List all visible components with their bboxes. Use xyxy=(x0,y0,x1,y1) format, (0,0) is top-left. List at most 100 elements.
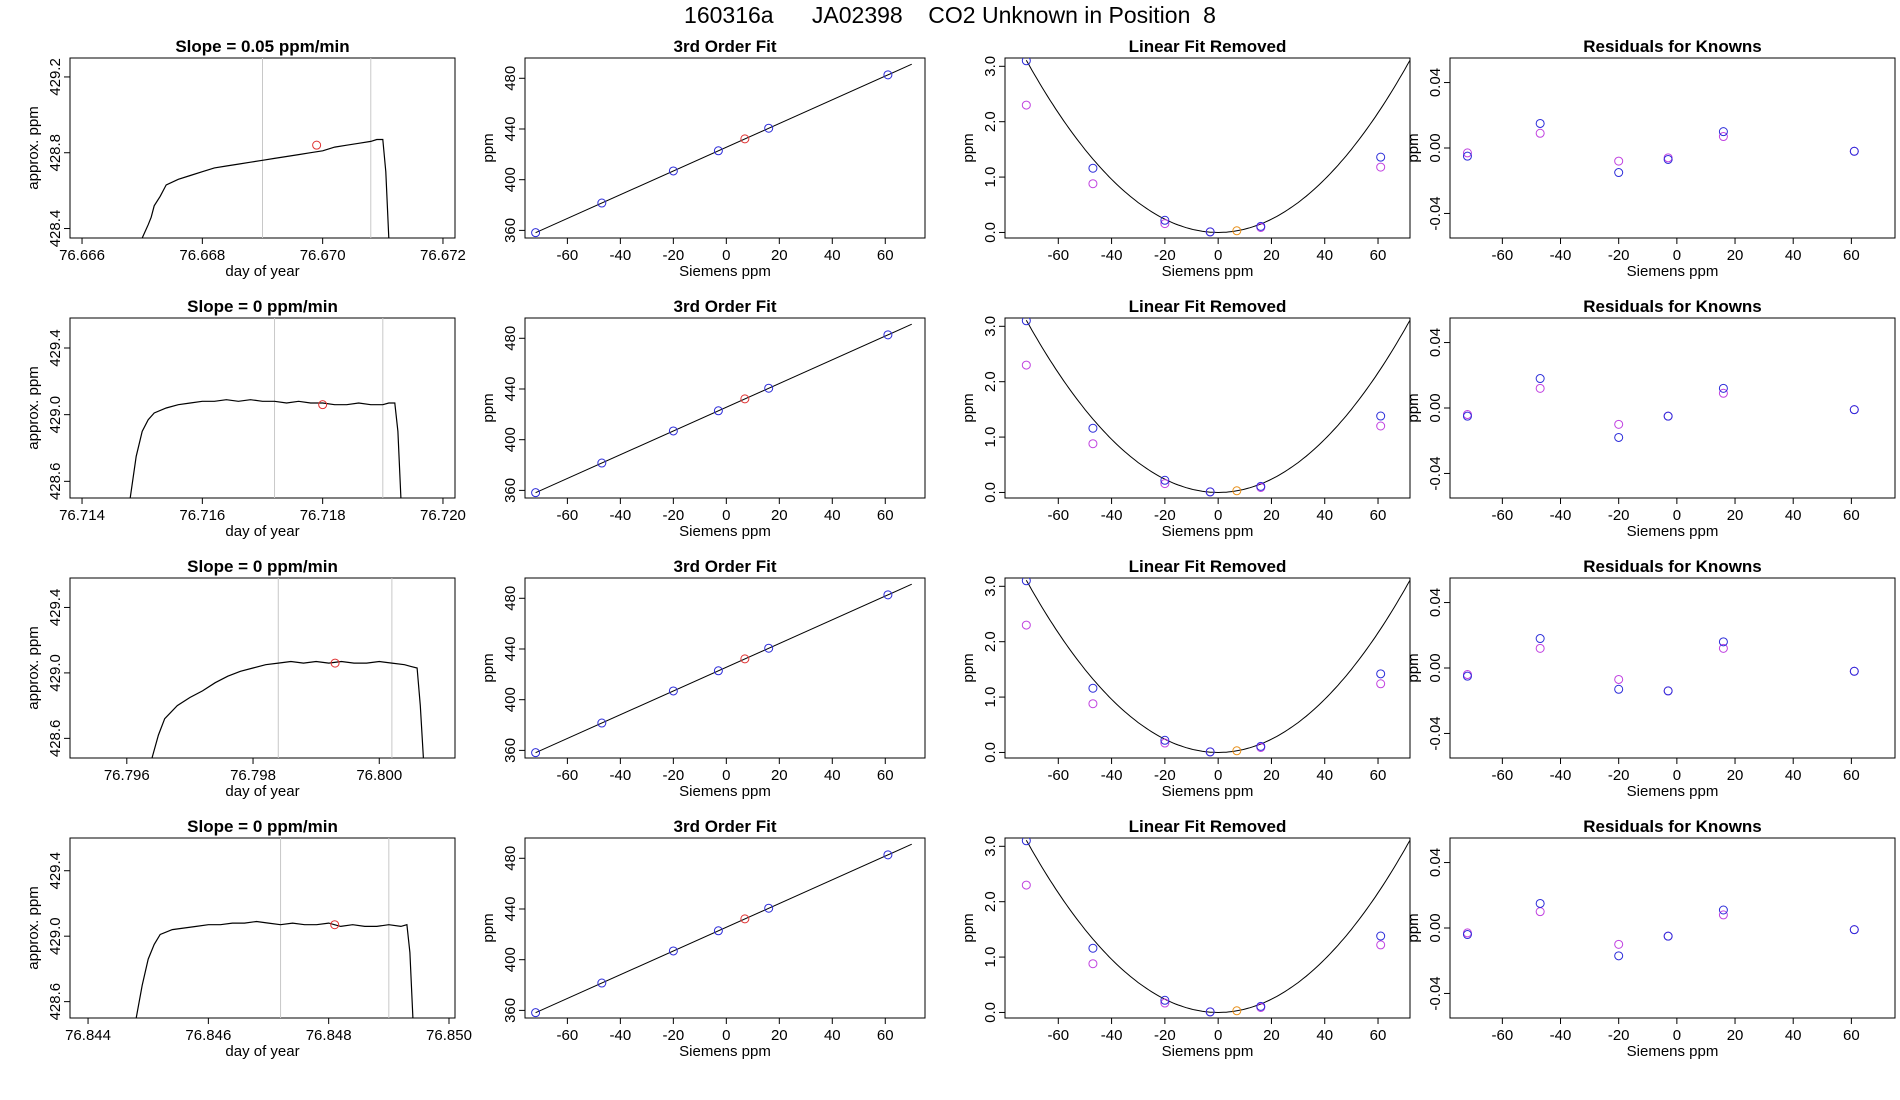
x-tick-label: 20 xyxy=(771,1027,788,1044)
x-tick-label: 0 xyxy=(1673,507,1681,524)
residual-point xyxy=(1718,637,1728,647)
panel-trace: Slope = 0 ppm/min 76.844 76.846 76.848 76.85… xyxy=(25,817,472,1060)
panel-linear: Linear Fit Removed -60 -40 -20 0 20 40 60 0.0 1.0… xyxy=(960,817,1411,1060)
plot-frame xyxy=(524,577,926,759)
fit-line xyxy=(535,843,912,1014)
x-axis-label: Siemens ppm xyxy=(1162,523,1254,540)
y-axis-label: ppm xyxy=(1405,133,1422,162)
known-point-alt xyxy=(1088,439,1098,449)
x-tick-label: 20 xyxy=(1263,1027,1280,1044)
y-axis-label: ppm xyxy=(1405,393,1422,422)
residual-point-alt xyxy=(1535,128,1545,138)
mean-marker xyxy=(318,400,328,410)
y-axis-label: approx. ppm xyxy=(25,626,42,709)
plot-frame xyxy=(524,317,926,499)
plot-frame xyxy=(1449,57,1896,239)
x-tick-label: -20 xyxy=(663,507,685,524)
panel-title: 3rd Order Fit xyxy=(674,557,777,576)
x-tick-label: 60 xyxy=(1370,767,1387,784)
x-tick-label: 0 xyxy=(722,507,730,524)
x-tick-label: 76.672 xyxy=(420,247,466,264)
y-tick-label: 2.0 xyxy=(982,371,999,392)
known-point xyxy=(1205,1007,1215,1017)
plot-marks xyxy=(151,578,424,758)
known-point xyxy=(1160,475,1170,485)
panel-trace: Slope = 0 ppm/min 76.714 76.716 76.718 76.72… xyxy=(25,297,466,540)
plot-marks xyxy=(1462,898,1859,961)
x-tick-label: 60 xyxy=(1843,507,1860,524)
panel-title: Linear Fit Removed xyxy=(1129,297,1287,316)
concentration-trace xyxy=(151,660,424,758)
x-tick-label: 76.720 xyxy=(420,507,466,524)
fit-line xyxy=(535,323,912,494)
residual-point xyxy=(1462,671,1472,681)
plot-marks xyxy=(531,583,912,758)
x-tick-label: 76.800 xyxy=(356,767,402,784)
x-tick-label: 40 xyxy=(824,767,841,784)
x-axis-label: day of year xyxy=(225,263,299,280)
known-point xyxy=(1088,943,1098,953)
known-point xyxy=(1205,487,1215,497)
residual-point-alt xyxy=(1718,643,1728,653)
panel-title: Residuals for Knowns xyxy=(1583,297,1762,316)
x-tick-label: -40 xyxy=(610,247,632,264)
x-tick-label: -40 xyxy=(610,767,632,784)
y-tick-label: 480 xyxy=(502,846,519,871)
y-tick-label: 428.8 xyxy=(47,134,64,172)
panel-fit: 3rd Order Fit -60 -40 -20 0 20 40 60 360 400 440 48… xyxy=(480,297,926,540)
plot-frame xyxy=(524,837,926,1019)
x-tick-label: 20 xyxy=(1263,247,1280,264)
y-axis-label: approx. ppm xyxy=(25,366,42,449)
y-tick-label: 0.00 xyxy=(1427,653,1444,682)
x-tick-label: 0 xyxy=(1214,1027,1222,1044)
y-tick-label: 429.4 xyxy=(47,852,64,890)
y-tick-label: 1.0 xyxy=(982,427,999,448)
x-tick-label: -60 xyxy=(557,767,579,784)
x-tick-label: 0 xyxy=(1214,767,1222,784)
x-tick-label: -20 xyxy=(1154,507,1176,524)
plot-marks xyxy=(1462,634,1859,696)
plot-frame xyxy=(1449,577,1896,759)
known-point xyxy=(713,406,723,416)
y-tick-label: 428.4 xyxy=(47,210,64,248)
known-point xyxy=(1088,683,1098,693)
y-tick-label: 0.04 xyxy=(1427,328,1444,357)
y-tick-label: -0.04 xyxy=(1427,716,1444,750)
y-tick-label: 429.4 xyxy=(47,589,64,627)
known-point xyxy=(1205,747,1215,757)
y-tick-label: 440 xyxy=(502,896,519,921)
known-point-alt xyxy=(1160,998,1170,1008)
x-tick-label: 20 xyxy=(1263,767,1280,784)
y-tick-label: 1.0 xyxy=(982,687,999,708)
x-tick-label: 76.796 xyxy=(104,767,150,784)
y-tick-label: 440 xyxy=(502,116,519,141)
x-tick-label: 40 xyxy=(824,1027,841,1044)
known-point xyxy=(1256,221,1266,231)
x-tick-label: -40 xyxy=(1101,767,1123,784)
residual-point-alt xyxy=(1535,907,1545,917)
fit-line xyxy=(535,583,912,754)
panel-residuals: Residuals for Knowns -60 -40 -20 0 20 40 60 -0.0… xyxy=(1405,37,1896,280)
x-tick-label: 0 xyxy=(1673,1027,1681,1044)
panel-title: Residuals for Knowns xyxy=(1583,37,1762,56)
panel-linear: Linear Fit Removed -60 -40 -20 0 20 40 60 0.0 1.0… xyxy=(960,37,1411,280)
x-tick-label: -60 xyxy=(1492,247,1514,264)
y-tick-label: 429.2 xyxy=(47,58,64,96)
unknown-point xyxy=(1232,486,1242,496)
residual-point xyxy=(1462,411,1472,421)
x-tick-label: 76.714 xyxy=(59,507,105,524)
x-tick-label: 40 xyxy=(824,507,841,524)
y-tick-label: 0.04 xyxy=(1427,588,1444,617)
plot-marks xyxy=(135,838,414,1018)
concentration-trace xyxy=(135,920,414,1018)
x-tick-label: 40 xyxy=(1785,247,1802,264)
y-tick-label: 0.0 xyxy=(982,222,999,243)
y-tick-label: 429.0 xyxy=(47,396,64,434)
known-point xyxy=(597,978,607,988)
y-axis-label: ppm xyxy=(480,913,497,942)
panel-title: Residuals for Knowns xyxy=(1583,557,1762,576)
known-point xyxy=(1160,215,1170,225)
known-point-alt xyxy=(1160,479,1170,489)
y-tick-label: 360 xyxy=(502,998,519,1023)
